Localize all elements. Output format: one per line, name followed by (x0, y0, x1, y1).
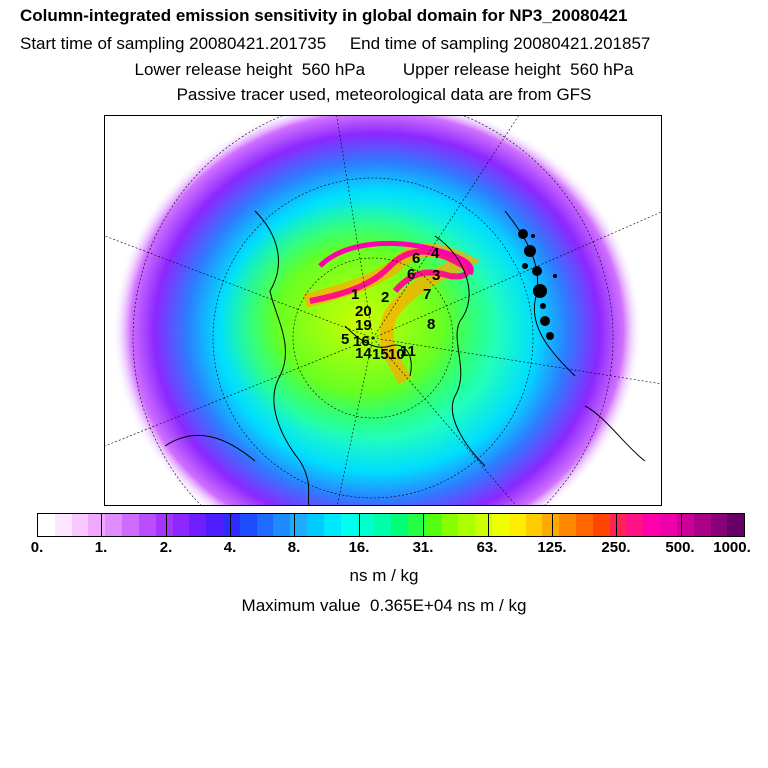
colorbar-swatch (525, 514, 543, 536)
cloud-mask (518, 229, 557, 340)
colorbar-swatch (693, 514, 711, 536)
map-svg: 4 6 6 3 7 1 2 20 8 19 15 16 11 10 14 5 (105, 116, 661, 505)
colorbar-swatch (491, 514, 509, 536)
sensitivity-map: 4 6 6 3 7 1 2 20 8 19 15 16 11 10 14 5 (104, 115, 662, 506)
colorbar-tick-label: 4. (223, 539, 237, 556)
release-label: 10 (388, 346, 405, 363)
colorbar-tick-label: 8. (287, 539, 301, 556)
colorbar-swatch (357, 514, 375, 536)
colorbar-swatch (189, 514, 207, 536)
colorbar-swatch (508, 514, 526, 536)
graticule (105, 116, 661, 505)
release-heights: Lower release height 560 hPa Upper relea… (134, 60, 634, 79)
colorbar-tick (101, 513, 103, 537)
release-label: 16 (353, 333, 370, 350)
colorbar-swatch (138, 514, 156, 536)
colorbar-swatch (222, 514, 240, 536)
colorbar-tick-label: 1. (94, 539, 108, 556)
colorbar-swatch (290, 514, 307, 536)
colorbar-tick (358, 513, 360, 537)
colorbar-swatch (54, 514, 72, 536)
colorbar (37, 513, 745, 537)
colorbar-swatch (105, 514, 123, 536)
colorbar-swatch (475, 514, 492, 536)
release-label: 11 (400, 343, 416, 360)
colorbar-swatch (676, 514, 694, 536)
release-label: 8 (427, 316, 435, 333)
colorbar-swatch (206, 514, 223, 536)
colorbar-swatch (643, 514, 661, 536)
colorbar-swatch (660, 514, 677, 536)
colorbar-tick-label: 125. (537, 539, 567, 556)
colorbar-tick-label: 500. (665, 539, 695, 556)
upper-arc-band (318, 241, 474, 276)
colorbar-swatch (71, 514, 89, 536)
colorbar-swatch (122, 514, 139, 536)
release-label: 20 (355, 303, 372, 320)
colorbar-swatch (391, 514, 408, 536)
colorbar-swatch (576, 514, 593, 536)
max-sensitivity-band (309, 248, 471, 304)
colorbar-swatch (273, 514, 291, 536)
release-label: 19 (355, 317, 372, 334)
colorbar-tick (551, 513, 553, 537)
colorbar-swatch (172, 514, 190, 536)
colorbar-swatch (340, 514, 358, 536)
release-label: 1 (351, 286, 359, 303)
coastlines (164, 210, 646, 505)
release-label: 3 (432, 267, 440, 284)
colorbar-swatch (374, 514, 392, 536)
colorbar-swatch (542, 514, 560, 536)
colorbar-tick (230, 513, 232, 537)
colorbar-units: ns m / kg (349, 566, 419, 585)
colorbar-tick (487, 513, 489, 537)
release-label: 5 (341, 331, 349, 348)
colorbar-tick-label: 2. (159, 539, 173, 556)
colorbar-swatch (609, 514, 627, 536)
colorbar-tick (616, 513, 618, 537)
release-label: 4 (431, 245, 440, 262)
colorbar-tick-label: 31. (412, 539, 434, 556)
colorbar-swatch (592, 514, 610, 536)
release-label: 6 (407, 266, 415, 283)
release-label: 2 (381, 289, 389, 306)
sampling-times: Start time of sampling 20080421.201735 E… (20, 34, 651, 53)
release-label: 15 (372, 346, 389, 363)
sensitivity-core (220, 201, 500, 441)
colorbar-swatch (727, 514, 745, 536)
colorbar-tick (294, 513, 296, 537)
colorbar-swatch (441, 514, 459, 536)
colorbar-swatch (256, 514, 274, 536)
colorbar-swatch (458, 514, 476, 536)
colorbar-swatch (155, 514, 173, 536)
colorbar-tick-label: 0. (30, 539, 44, 556)
colorbar-swatch (38, 514, 55, 536)
colorbar-tick-label: 16. (348, 539, 370, 556)
colorbar-tick (165, 513, 167, 537)
tracer-info: Passive tracer used, meteorological data… (176, 85, 592, 104)
release-label: 7 (423, 286, 431, 303)
colorbar-swatch (407, 514, 425, 536)
colorbar-swatch (626, 514, 644, 536)
colorbar-tick-label: 250. (601, 539, 631, 556)
colorbar-swatch (710, 514, 728, 536)
maximum-value: Maximum value 0.365E+04 ns m / kg (241, 596, 527, 615)
figure-title: Column-integrated emission sensitivity i… (20, 6, 628, 25)
colorbar-swatch (424, 514, 442, 536)
release-label: 6 (412, 250, 420, 267)
release-label: 14 (355, 345, 372, 362)
colorbar-swatch (307, 514, 324, 536)
colorbar-swatch (323, 514, 341, 536)
colorbar-tick (423, 513, 425, 537)
colorbar-swatch (239, 514, 257, 536)
colorbar-tick-label: 1000. (713, 539, 751, 556)
colorbar-tick (680, 513, 682, 537)
colorbar-swatch (88, 514, 106, 536)
colorbar-tick-label: 63. (476, 539, 498, 556)
release-point-labels: 4 6 6 3 7 1 2 20 8 19 15 16 11 10 14 5 (341, 245, 440, 363)
colorbar-swatch (559, 514, 576, 536)
